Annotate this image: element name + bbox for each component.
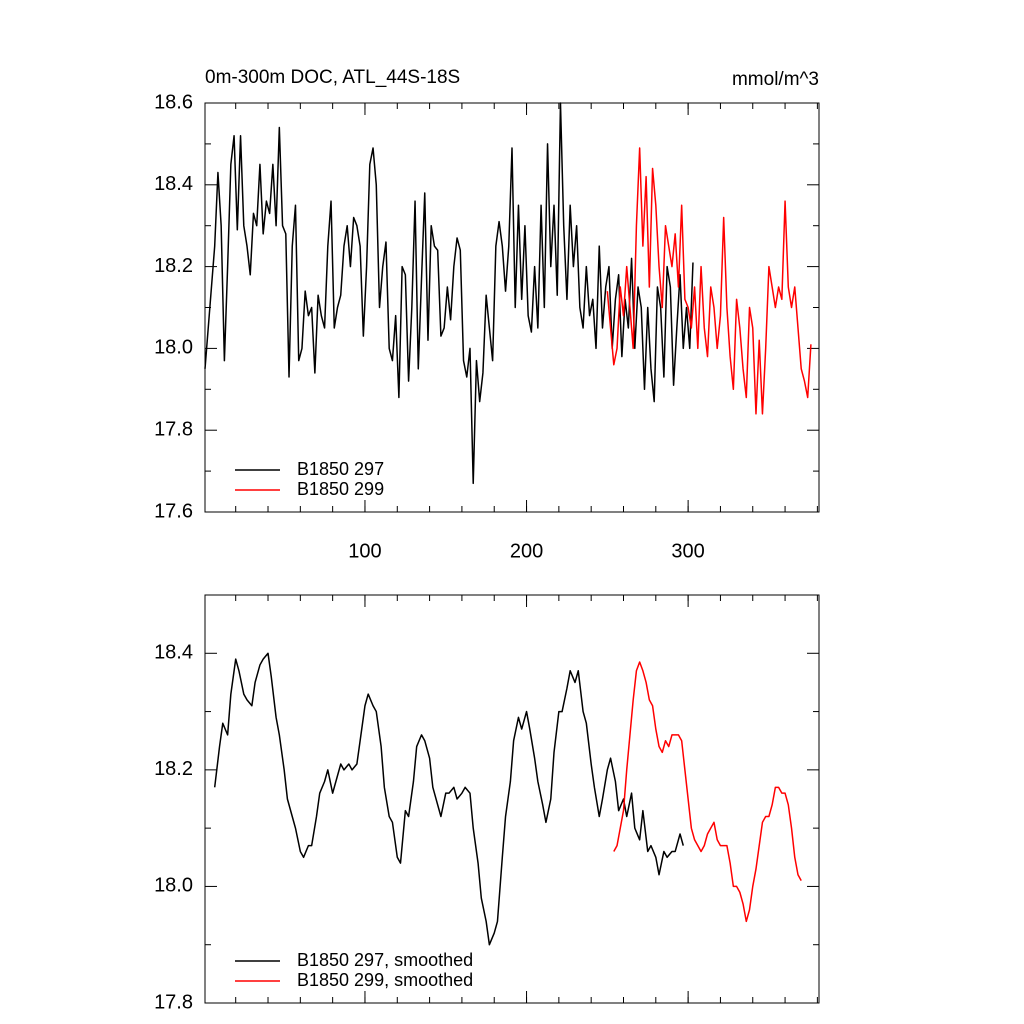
y-tick-label: 18.2	[154, 255, 193, 277]
y-tick-label: 18.0	[154, 875, 193, 897]
x-tick-label: 100	[348, 540, 381, 562]
y-tick-label: 18.4	[154, 642, 193, 664]
units-label: mmol/m^3	[732, 69, 819, 90]
data-line	[606, 147, 812, 415]
x-tick-label: 300	[671, 540, 704, 562]
plot-frame	[204, 594, 820, 1004]
y-tick-label: 18.6	[154, 91, 193, 113]
legend-label: B1850 299	[297, 479, 384, 499]
x-tick-label: 200	[510, 540, 543, 562]
y-tick-label: 17.8	[154, 991, 193, 1013]
data-line	[213, 652, 684, 946]
legend-label: B1850 297	[297, 459, 384, 479]
legend-label: B1850 299, smoothed	[297, 970, 473, 990]
y-tick-label: 18.0	[154, 337, 193, 359]
y-tick-label: 17.6	[154, 500, 193, 522]
y-tick-label: 17.8	[154, 418, 193, 440]
legend-label: B1850 297, smoothed	[297, 950, 473, 970]
data-line	[613, 661, 802, 923]
y-tick-label: 18.4	[154, 173, 193, 195]
chart-title: 0m-300m DOC, ATL_44S-18S	[205, 67, 460, 88]
y-tick-label: 18.2	[154, 758, 193, 780]
